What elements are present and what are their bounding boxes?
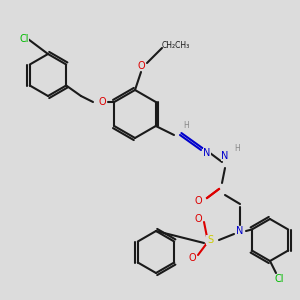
- Text: N: N: [221, 151, 229, 161]
- Text: Cl: Cl: [274, 274, 284, 284]
- Text: O: O: [194, 214, 202, 224]
- Text: O: O: [188, 253, 196, 263]
- Text: H: H: [234, 144, 240, 153]
- Text: N: N: [203, 148, 211, 158]
- Text: O: O: [194, 196, 202, 206]
- Text: Cl: Cl: [19, 34, 29, 44]
- Text: O: O: [98, 97, 106, 107]
- Text: H: H: [183, 122, 189, 130]
- Text: CH₂CH₃: CH₂CH₃: [162, 40, 190, 50]
- Text: O: O: [137, 61, 145, 71]
- Text: S: S: [207, 235, 213, 245]
- Text: N: N: [236, 226, 244, 236]
